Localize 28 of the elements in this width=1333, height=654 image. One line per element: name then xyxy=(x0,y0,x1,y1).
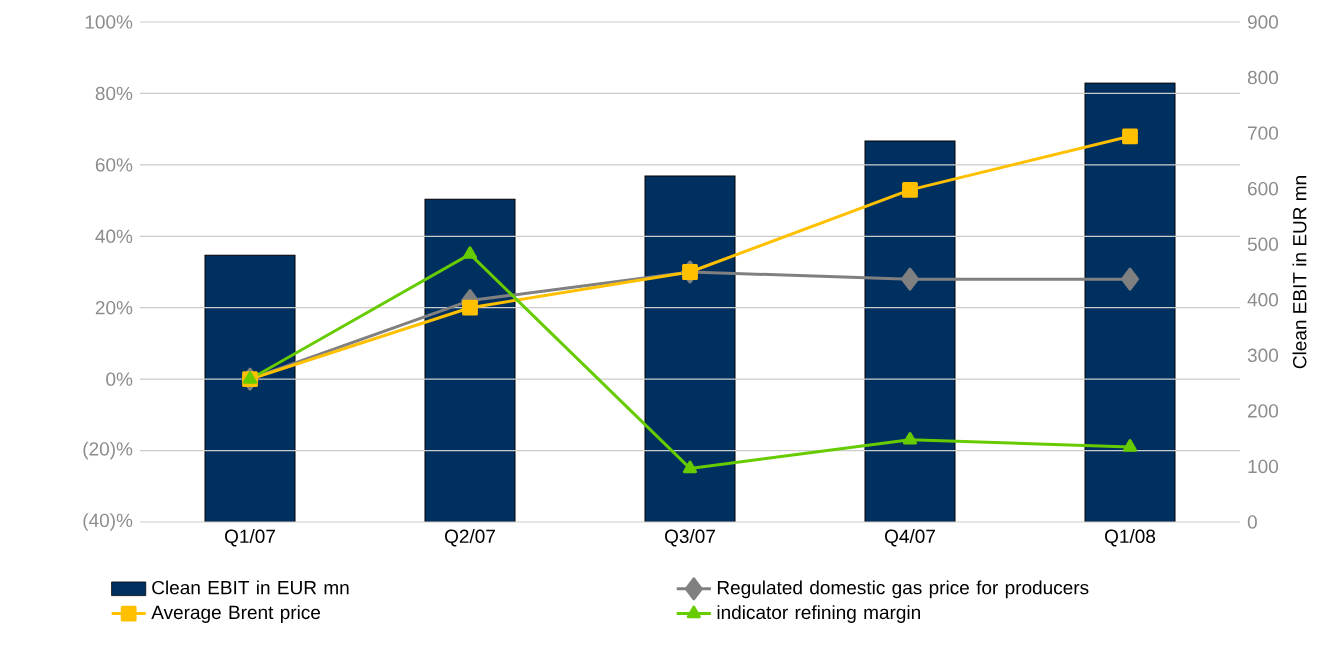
y2-tick-label: 600 xyxy=(1248,181,1279,196)
y2-tick-label: 300 xyxy=(1247,348,1279,363)
y-tick-label: 60% xyxy=(95,158,133,172)
y-tick-label: 20% xyxy=(95,300,133,315)
legend-label: indicator refining margin xyxy=(717,605,920,623)
y-tick-label: 80% xyxy=(95,86,133,101)
legend-label: Clean EBIT in EUR mn xyxy=(152,580,349,595)
y-tick-label: (20)% xyxy=(83,441,133,460)
y2-tick-label: 900 xyxy=(1247,15,1279,29)
y2-tick-label: 200 xyxy=(1248,404,1279,418)
y2-tick-label: 0 xyxy=(1247,515,1257,529)
y-tick-label: (40)% xyxy=(83,513,133,531)
y-tick-label: 40% xyxy=(95,229,133,244)
y2-axis-title: Clean EBIT in EUR mn xyxy=(1292,176,1307,369)
y2-tick-label: 500 xyxy=(1247,237,1279,251)
y2-tick-label: 400 xyxy=(1247,293,1279,307)
y-tick-label: 100% xyxy=(85,15,133,29)
legend-label: Regulated domestic gas price for producers xyxy=(717,580,1089,599)
x-tick-label: Q1/08 xyxy=(1105,529,1156,547)
y2-tick-label: 100 xyxy=(1248,459,1279,474)
y2-tick-label: 800 xyxy=(1247,70,1279,85)
x-tick-label: Q4/07 xyxy=(885,529,935,547)
x-tick-label: Q3/07 xyxy=(665,529,715,547)
y2-tick-label: 700 xyxy=(1248,126,1279,140)
y-tick-label: 0% xyxy=(106,372,133,386)
legend-label: Average Brent price xyxy=(151,605,321,623)
x-tick-label: Q2/07 xyxy=(445,529,495,547)
x-tick-label: Q1/07 xyxy=(225,529,275,547)
